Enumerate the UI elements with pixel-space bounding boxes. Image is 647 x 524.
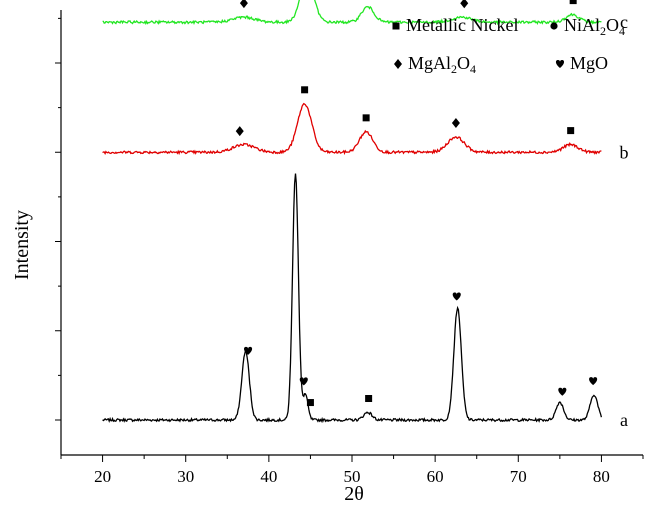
curve-label-c: c xyxy=(620,12,628,32)
diamond-marker xyxy=(451,117,460,128)
legend-label-part: NiAl xyxy=(564,15,600,35)
circle-marker xyxy=(550,22,558,30)
legend-label-part: MgO xyxy=(570,53,608,73)
square-marker xyxy=(365,395,373,403)
diamond-marker xyxy=(239,0,248,9)
x-tick-label: 50 xyxy=(344,467,361,486)
curve-a xyxy=(102,173,603,424)
heart-marker xyxy=(244,346,253,355)
curves xyxy=(102,0,603,424)
x-tick-label: 60 xyxy=(427,467,444,486)
legend-label: Metallic Nickel xyxy=(406,15,518,35)
legend-label: NiAl2O4 xyxy=(564,15,625,38)
curve-label-a: a xyxy=(620,410,628,430)
square-marker xyxy=(362,114,370,122)
square-marker xyxy=(306,399,314,407)
peak-markers xyxy=(235,0,598,407)
x-axis-title: 2θ xyxy=(344,483,364,505)
legend-label-part: Metallic Nickel xyxy=(406,15,518,35)
diamond-marker xyxy=(235,126,244,137)
x-tick-label: 70 xyxy=(510,467,527,486)
heart-marker xyxy=(589,377,598,386)
x-tick-label: 40 xyxy=(260,467,277,486)
curve-c xyxy=(102,0,602,26)
square-marker xyxy=(569,0,577,5)
legend-label-part: 4 xyxy=(619,24,625,38)
y-axis-title: Intensity xyxy=(11,210,33,280)
curve-labels: abcde xyxy=(620,12,629,430)
heart-marker xyxy=(299,377,308,386)
legend-label-part: MgAl xyxy=(408,53,451,73)
heart-marker xyxy=(558,387,567,396)
square-marker xyxy=(567,127,575,135)
heart-marker xyxy=(452,292,461,301)
diamond-marker xyxy=(394,59,402,69)
legend-label-part: O xyxy=(606,15,619,35)
axes: 20 30 40 50 60 70 80 xyxy=(55,10,644,486)
x-tick-label: 80 xyxy=(593,467,610,486)
legend-label: MgAl2O4 xyxy=(408,53,476,76)
heart-marker xyxy=(555,60,565,68)
square-marker xyxy=(301,86,309,94)
square-marker xyxy=(392,22,400,30)
legend-label: MgO xyxy=(570,53,608,73)
legend-label-part: 2 xyxy=(451,62,457,76)
x-tick-label: 20 xyxy=(94,467,111,486)
curve-label-b: b xyxy=(620,142,629,162)
x-tick-label: 30 xyxy=(177,467,194,486)
legend-label-part: 4 xyxy=(470,62,476,76)
legend-label-part: 2 xyxy=(600,24,606,38)
legend-label-part: O xyxy=(457,53,470,73)
diamond-marker xyxy=(460,0,469,9)
curve-b xyxy=(102,102,602,156)
